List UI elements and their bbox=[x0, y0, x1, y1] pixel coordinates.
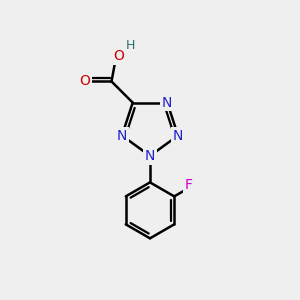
Text: N: N bbox=[117, 128, 127, 142]
Text: H: H bbox=[126, 39, 135, 52]
Text: F: F bbox=[184, 178, 192, 192]
Text: O: O bbox=[113, 50, 124, 63]
Text: N: N bbox=[173, 128, 183, 142]
Text: O: O bbox=[79, 74, 90, 88]
Text: N: N bbox=[145, 149, 155, 163]
Text: N: N bbox=[162, 96, 172, 110]
